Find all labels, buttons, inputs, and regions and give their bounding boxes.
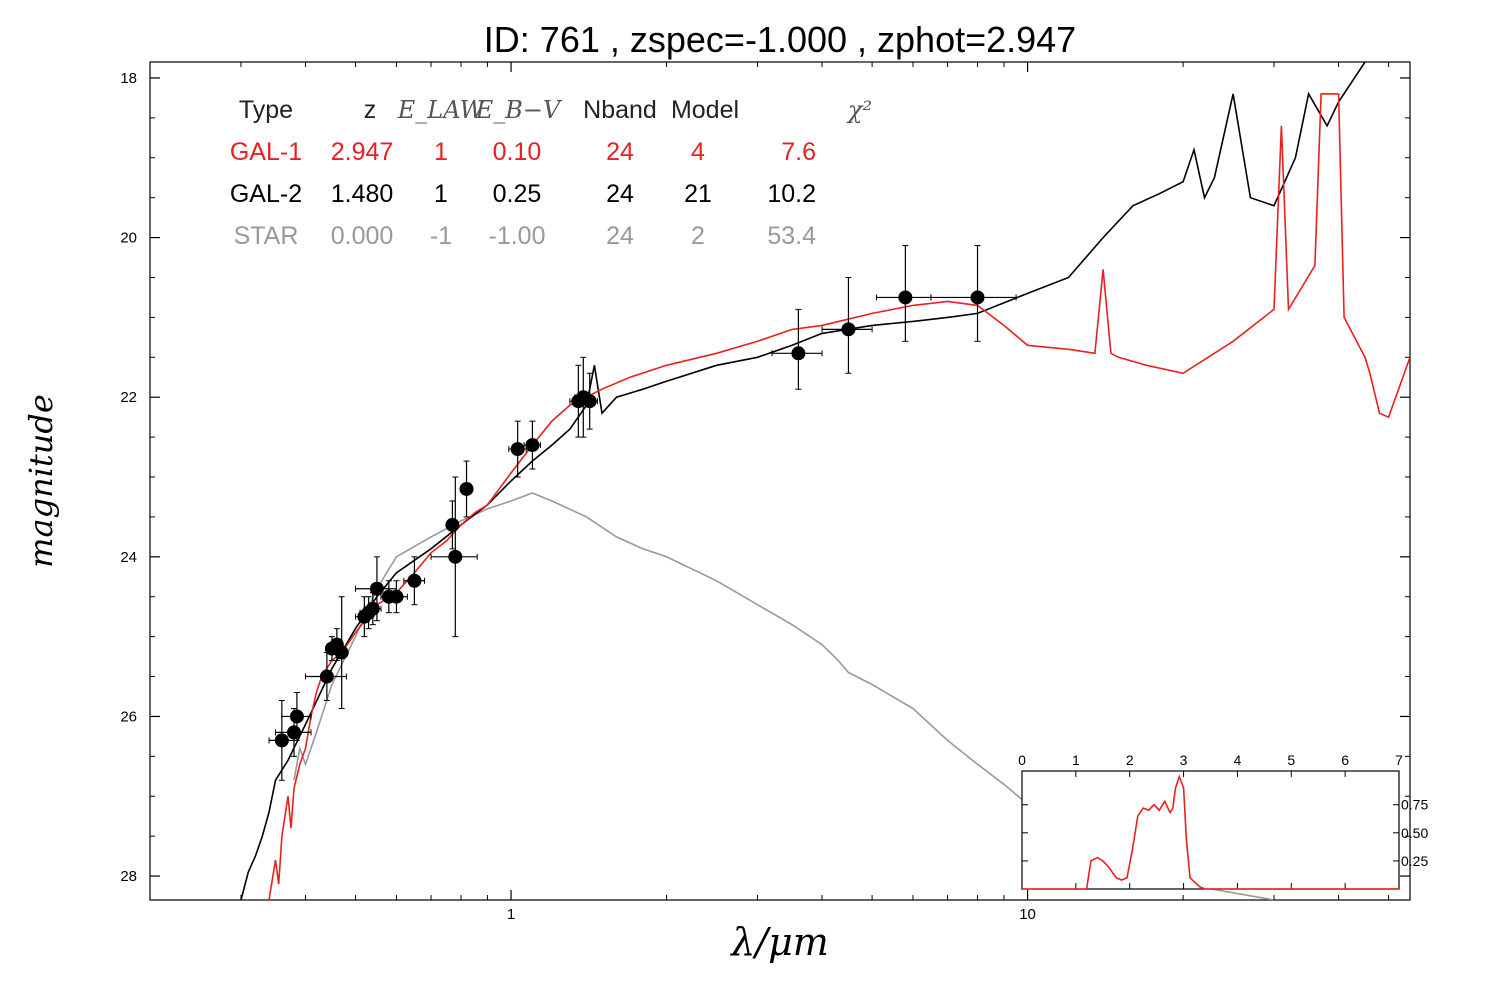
x-axis-label: λ/μm <box>729 920 829 964</box>
gal-1-model-line <box>268 93 1410 900</box>
data-point <box>304 652 347 701</box>
table-cell: GAL-2 <box>230 180 302 208</box>
point-marker <box>365 601 380 616</box>
table-cell: 2.947 <box>331 138 394 166</box>
redshift-pdf-line <box>1022 774 1399 890</box>
y-tick-label: 24 <box>120 549 137 566</box>
point-marker <box>289 709 304 724</box>
point-marker <box>286 725 301 740</box>
table-header-cell: Model <box>671 96 739 124</box>
y-axis-label: magnitude <box>22 394 60 568</box>
table-header-cell: Type <box>239 96 293 124</box>
plot-frame <box>149 61 1411 901</box>
inset-y-tick-label: 0.50 <box>1401 825 1428 841</box>
table-cell: GAL-1 <box>230 138 302 166</box>
gal-2-model-line <box>240 62 1366 900</box>
data-point <box>459 460 474 518</box>
inset-x-tick-label: 5 <box>1287 752 1295 768</box>
inset-content: 0 1 2 3 4 5 6 7 0.25 0.50 0.75 <box>1018 752 1428 890</box>
table-header-cell: Nband <box>583 96 657 124</box>
inset-frame <box>1021 770 1400 890</box>
inset-x-tick-label: 3 <box>1180 752 1188 768</box>
photometry-points <box>268 245 1017 781</box>
data-point <box>876 245 932 342</box>
table-cell: STAR <box>234 222 299 250</box>
point-marker <box>510 442 525 457</box>
data-point <box>384 580 408 614</box>
x-tick-label: 10 <box>1019 906 1036 923</box>
chart-title: ID: 761 , zspec=-1.000 , zphot=2.947 <box>484 19 1076 60</box>
table-cell: 4 <box>691 138 705 166</box>
table-cell: -1.00 <box>489 222 546 250</box>
table-header-cell: z <box>364 96 377 124</box>
inset-y-tick-label: 0.25 <box>1401 853 1428 869</box>
table-header-cell: E_B−V <box>475 96 563 124</box>
point-marker <box>841 322 856 337</box>
point-marker <box>407 573 422 588</box>
inset-x-tick-label: 7 <box>1395 752 1403 768</box>
table-cell: -1 <box>430 222 452 250</box>
inset-x-tick-label: 2 <box>1126 752 1134 768</box>
point-marker <box>791 346 806 361</box>
data-point <box>403 556 426 606</box>
table-cell: 21 <box>684 180 712 208</box>
table-cell: 7.6 <box>781 138 816 166</box>
x-tick-label: 1 <box>507 906 515 923</box>
table-cell: 24 <box>606 180 634 208</box>
y-tick-label: 28 <box>120 868 137 885</box>
table-cell: 2 <box>691 222 705 250</box>
point-marker <box>369 581 384 596</box>
inset-x-tick-label: 0 <box>1018 752 1026 768</box>
y-tick-label: 18 <box>120 70 137 87</box>
data-point <box>363 592 382 626</box>
table-cell: 1.480 <box>331 180 394 208</box>
point-marker <box>898 290 913 305</box>
data-point <box>581 372 598 430</box>
point-marker <box>582 394 597 409</box>
table-cell: 0.10 <box>493 138 542 166</box>
data-point <box>771 308 823 390</box>
point-marker <box>459 481 474 496</box>
point-marker <box>448 549 463 564</box>
data-point <box>523 420 541 470</box>
point-marker <box>445 517 460 532</box>
y-tick-label: 22 <box>120 389 137 406</box>
inset-y-tick-label: 0.75 <box>1401 797 1428 813</box>
table-cell: 24 <box>606 138 634 166</box>
table-cell: 53.4 <box>767 222 816 250</box>
table-cell: 24 <box>606 222 634 250</box>
data-point <box>268 699 295 781</box>
point-marker <box>274 733 289 748</box>
table-cell: 10.2 <box>767 180 816 208</box>
data-point <box>930 245 1017 342</box>
point-marker <box>319 669 334 684</box>
table-cell: 1 <box>434 180 448 208</box>
point-marker <box>389 589 404 604</box>
inset-x-tick-label: 6 <box>1341 752 1349 768</box>
table-header-cell: E_LAW <box>397 96 487 124</box>
point-marker <box>970 290 985 305</box>
data-point <box>281 691 312 741</box>
y-tick-label: 20 <box>120 230 137 247</box>
table-cell: 0.25 <box>493 180 542 208</box>
data-point <box>430 476 478 638</box>
table-cell: 1 <box>434 138 448 166</box>
table-header-cell: χ² <box>846 96 872 124</box>
data-point <box>334 596 349 709</box>
point-marker <box>525 438 540 453</box>
y-tick-label: 26 <box>120 708 137 725</box>
inset-x-tick-label: 4 <box>1234 752 1242 768</box>
point-marker <box>334 645 349 660</box>
data-point <box>445 500 460 550</box>
pdf-inset: 0 1 2 3 4 5 6 7 0.25 0.50 0.75 <box>1018 752 1428 890</box>
inset-x-tick-label: 1 <box>1072 752 1080 768</box>
data-point <box>821 276 873 374</box>
table-cell: 0.000 <box>331 222 394 250</box>
